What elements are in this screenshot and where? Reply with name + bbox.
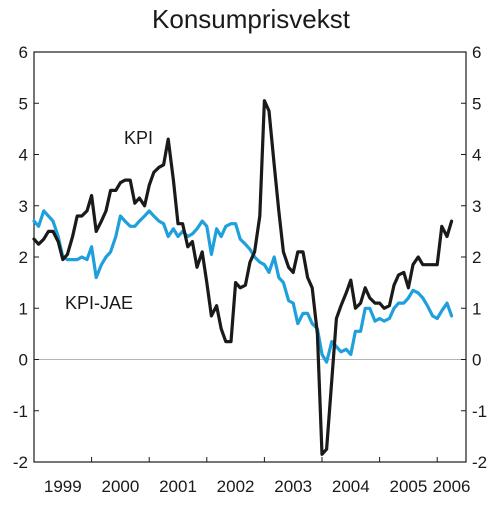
x-tick-label: 2000 bbox=[101, 477, 139, 496]
plot-frame bbox=[33, 51, 467, 463]
y-tick-label-right: -1 bbox=[472, 402, 487, 421]
y-tick-label-left: 4 bbox=[19, 146, 28, 165]
x-tick-label: 1999 bbox=[44, 477, 82, 496]
x-tick-label: 2004 bbox=[332, 477, 370, 496]
x-tick-label: 2001 bbox=[159, 477, 197, 496]
x-tick-label: 2006 bbox=[433, 477, 471, 496]
y-tick-label-left: 3 bbox=[19, 197, 28, 216]
y-tick-label-right: 0 bbox=[472, 351, 481, 370]
series-line-kpi bbox=[32, 99, 454, 456]
y-tick-label-right: 1 bbox=[472, 299, 481, 318]
y-tick-label-left: -1 bbox=[13, 402, 28, 421]
y-tick-label-right: 3 bbox=[472, 197, 481, 216]
ticks-layer bbox=[34, 51, 466, 463]
tick-labels-layer: -2 -2 -1 -1 0 0 1 1 2 2 3 3 4 4 5 5 6 6 1999 2000 2001 2002 20… bbox=[13, 43, 487, 496]
series-label-kpi: KPI bbox=[124, 128, 153, 148]
y-tick-label-left: 5 bbox=[19, 94, 28, 113]
series-label-kpi-jae: KPI-JAE bbox=[65, 293, 133, 313]
series-line-kpi-jae bbox=[32, 209, 454, 364]
y-tick-label-left: 6 bbox=[19, 43, 28, 62]
y-tick-label-left: 0 bbox=[19, 351, 28, 370]
y-tick-label-left: 2 bbox=[19, 248, 28, 267]
y-tick-label-right: 5 bbox=[472, 94, 481, 113]
chart-title: Konsumprisvekst bbox=[152, 4, 351, 34]
x-tick-label: 2003 bbox=[274, 477, 312, 496]
series-layer bbox=[32, 99, 454, 456]
y-tick-label-right: 6 bbox=[472, 43, 481, 62]
y-tick-label-left: -2 bbox=[13, 453, 28, 472]
y-tick-label-right: -2 bbox=[472, 453, 487, 472]
plot-border bbox=[33, 51, 467, 463]
y-tick-label-right: 2 bbox=[472, 248, 481, 267]
x-tick-label: 2005 bbox=[389, 477, 427, 496]
y-tick-label-left: 1 bbox=[19, 299, 28, 318]
y-tick-label-right: 4 bbox=[472, 146, 481, 165]
x-tick-label: 2002 bbox=[217, 477, 255, 496]
